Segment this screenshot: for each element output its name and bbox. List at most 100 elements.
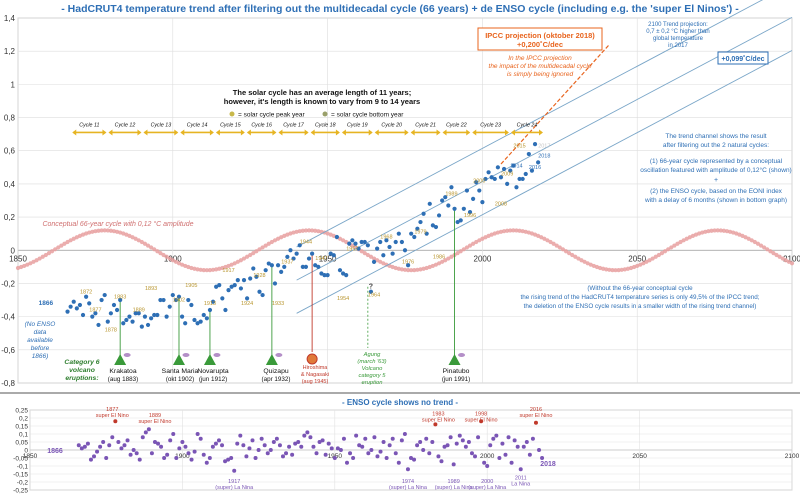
enso-y-tick-label: -0,15 [13,472,28,479]
temperature-y-tick-label: -0,6 [1,346,15,355]
enso-point [256,448,261,452]
cycle-point [362,251,367,256]
enso-point [226,457,231,462]
enso-point [503,452,508,457]
cycle-point [647,258,652,263]
volcano-santa-maria-name: Santa Maria [162,368,199,375]
temperature-point [68,304,73,309]
cycle-point [251,251,256,256]
enso-point [466,440,471,444]
temperature-point [300,264,305,269]
enso-point [207,456,212,460]
temperature-point [214,284,219,289]
temperature-point-label: 2009 [501,172,513,178]
temperature-point-label: 1917 [222,268,234,274]
cycle-point [718,228,723,233]
solar-cycle-arrowhead [442,129,447,136]
temperature-point [316,264,321,269]
cycle-point [415,267,420,272]
enso-point [259,436,264,441]
enso-point [451,462,456,467]
enso-point [131,448,136,452]
cycle-point [248,252,253,258]
enso-point [354,433,359,438]
cycle-point [139,239,144,245]
cycle-point [508,228,513,233]
cycle-point [467,243,473,248]
enso-point [372,435,377,440]
temperature-point [536,160,541,165]
temperature-point [93,311,98,316]
temperature-y-ticks: -0,8 -0,6 -0,4 -0,2 0 0,2 0,4 0,6 0,8 1 1,2 1,4 [1,14,15,388]
solar-cycle-label: Cycle 24 [517,122,538,128]
temperature-point [390,251,395,256]
enso-annotation-year: 1983 [432,412,444,418]
temperature-point [223,307,228,313]
cycle-point [505,228,510,233]
cycle-point [235,259,240,264]
enso-point [527,452,532,457]
solar-cycle-arrowhead [72,129,77,136]
temperature-points [65,141,541,329]
temperature-grid [17,17,793,384]
solar-cycle-arrowhead [272,129,277,136]
cycle-point [579,258,584,263]
cycle-point [477,238,482,243]
cycle-point [551,241,556,246]
temperature-point [145,322,151,328]
temperature-point [124,317,129,323]
trend-channel-line [296,0,764,248]
cycle-point [313,228,318,233]
volcano-icon [448,354,461,365]
cycle-point [443,258,448,263]
temperature-point-label: 2008 [495,201,507,207]
enso-point [393,451,398,456]
hiroshima-explosion-icon [306,353,318,365]
temperature-point [303,264,309,269]
cycle-point [672,243,677,248]
temperature-point-label: 1893 [145,286,157,292]
ipcc-note-2: the impact of the multidecadal cycle [489,63,592,70]
temperature-point [319,271,324,276]
cycle-point [446,256,451,261]
enso-annotation-text: super El Nino [138,419,171,425]
cycle-point [746,236,751,241]
temperature-point [523,171,528,177]
temperature-point [297,243,302,248]
cycle-point [142,241,148,246]
enso-start-label: 1866 [47,448,63,455]
enso-annotation-text: La Nina [511,482,531,488]
temperature-point [359,239,364,245]
enso-point [323,452,328,457]
temperature-point [347,241,352,246]
temperature-point [415,226,420,231]
cycle-point [161,252,166,258]
temperature-point [436,213,442,218]
enso-point [192,449,197,454]
temperature-point [464,188,470,193]
temperature-point [285,254,290,260]
enso-x-tick-label: 1850 [23,453,38,460]
enso-point [88,457,93,462]
hiroshima-3: (aug 1945) [302,379,329,385]
enso-point [448,435,453,440]
solar-cycle-arrowhead [209,129,214,136]
temperature-point-label: ? [369,283,373,290]
right-text-5: (2) the ENSO cycle, based on the EONI in… [650,188,783,195]
cycle-point [780,256,785,261]
solar-note-2: however, it's length is known to vary fr… [224,97,420,106]
temperature-point [279,269,284,274]
enso-annotation-text: (super) La Nina [389,485,428,491]
enso-point [274,436,279,441]
enso-annotation-text: super El Nino [96,413,129,419]
temperature-point [306,256,312,261]
enso-point [396,460,401,465]
enso-point [387,443,392,448]
volcano-ash-icon [275,353,283,357]
cycle-point [650,256,655,261]
cycle-point [337,236,343,241]
cycle-point [783,258,788,263]
cycle-point [554,243,559,248]
solar-note-1: The solar cycle has an average length of… [233,88,411,97]
cycle-point [678,239,683,245]
